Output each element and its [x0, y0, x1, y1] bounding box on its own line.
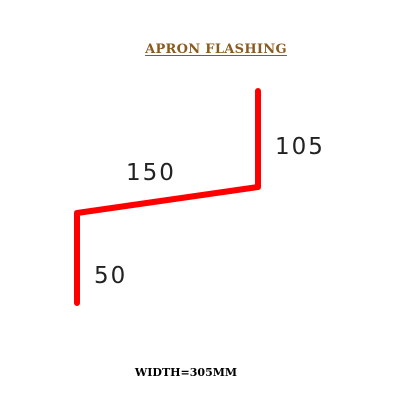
diagram-title: APRON FLASHING	[145, 42, 287, 57]
slope-dimension: 150	[126, 160, 176, 186]
top-leg-dimension: 105	[275, 134, 325, 160]
bottom-leg-dimension: 50	[94, 263, 128, 289]
flashing-profile-line	[74, 88, 261, 306]
width-note: WIDTH=305MM	[134, 366, 238, 379]
